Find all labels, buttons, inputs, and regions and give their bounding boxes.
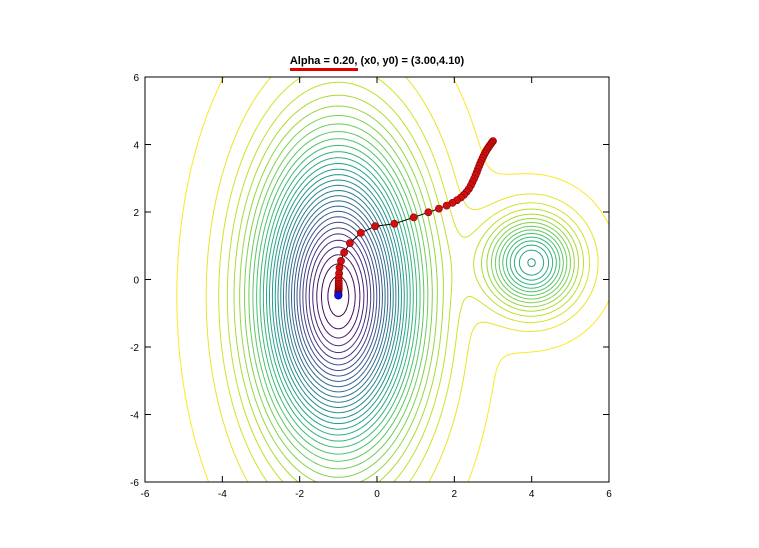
contour-level [176,77,609,482]
contour-level [305,233,372,360]
contour-level [226,81,584,482]
chart-title: Alpha = 0.20, (x0, y0) = (3.00,4.10) [290,55,465,67]
title-underline [290,68,358,71]
contour-level [262,151,554,442]
y-tick-label: 2 [133,208,139,219]
contour-level [316,254,361,339]
final-point [334,291,343,300]
x-tick-label: -2 [295,489,304,500]
contour-level [252,131,564,462]
x-tick-label: 2 [452,489,458,500]
path-point [345,239,354,247]
path-point [340,248,348,257]
path-point [409,213,418,222]
contour-level [296,216,381,377]
path-point [424,208,433,217]
y-tick-label: -4 [130,411,139,422]
contour-level [299,221,378,371]
y-tick-label: 4 [133,141,139,152]
x-tick-label: 0 [374,489,380,500]
y-tick-label: 6 [133,73,139,84]
contour-level [239,105,575,482]
path-point [371,222,379,231]
contour-level [256,138,561,455]
x-tick-label: -6 [141,489,150,500]
x-tick-label: -4 [218,489,227,500]
contour-level [248,123,568,470]
path-point [356,228,365,237]
contour-level [277,179,400,414]
contour-level [266,157,549,436]
contour-level [274,174,402,419]
x-tick-label: 4 [529,489,535,500]
path-point [390,219,399,228]
contour-level [218,77,591,482]
descent-path [334,137,497,300]
path-point [434,204,443,213]
contour-level [288,200,389,393]
contour-level [312,246,365,347]
axis-ticks: -6 -4 -2 0 2 4 6 -6 -4 -2 0 2 4 6 [130,73,612,500]
contour-level [233,94,580,482]
contour-level [259,144,557,448]
contour-level [269,163,545,430]
x-tick-label: 6 [606,489,612,500]
y-tick-label: -2 [130,343,139,354]
contour-level [308,239,368,354]
contour-level [205,77,599,482]
y-tick-label: -6 [130,478,139,489]
contour-level [280,184,397,408]
contour-level [321,263,356,330]
contour-level [244,115,571,478]
contour-level [291,205,386,388]
y-tick-label: 0 [133,276,139,287]
contour-level [293,210,383,382]
path-point [337,256,345,265]
contour-level [302,227,375,366]
contour-level [271,168,536,425]
path-point [442,201,451,210]
contour-lines [176,77,609,482]
